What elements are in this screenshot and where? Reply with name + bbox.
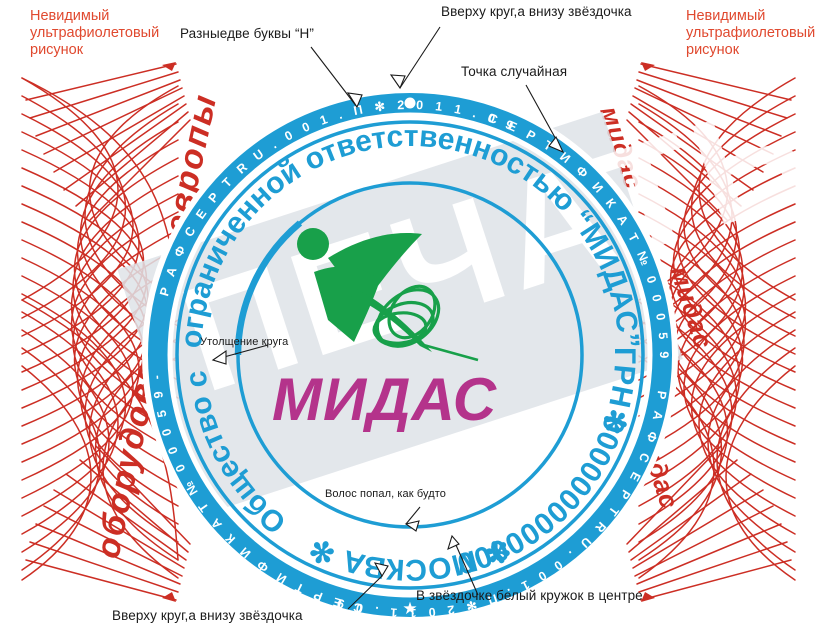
stamp-ring-thin-outer: [175, 120, 645, 590]
logo-swoosh: [419, 342, 479, 362]
uv-guilloche-right-top: [626, 63, 792, 221]
band-bottom-star: ★: [402, 599, 417, 619]
midas-logo: [297, 228, 479, 362]
uv-guilloche-right-bottom: [626, 445, 792, 601]
logo-head-dot: [297, 228, 329, 260]
annotation-random-dot: Точка случайная: [461, 64, 568, 79]
uv-guilloche-left: [21, 77, 179, 581]
annotation-circle-top-star-bottom-bottom: Вверху круг,а внизу звёздочка: [112, 608, 303, 623]
annotation-white-dot-in-star: В звёздочке белый кружок в центре: [416, 588, 643, 603]
stamp-center-name: МИДАС: [272, 366, 498, 433]
annotation-hair-got-in: Волос попал, как будто: [325, 488, 446, 500]
annotation-two-letters-n: Разныедве буквы “Н”: [180, 26, 314, 41]
annotation-uv-top-right: Невидимый ультрафиолетовый рисунок: [686, 8, 816, 58]
random-dot-mark: [570, 158, 578, 166]
uv-guilloche-left-top: [25, 63, 191, 221]
band-top-white-dot: [404, 97, 416, 109]
annotation-uv-top-left: Невидимый ультрафиолетовый рисунок: [30, 8, 160, 58]
uv-guilloche-left-bottom: [25, 445, 191, 601]
stamp-band-separator-outer: [167, 112, 653, 598]
annotation-circle-top-star-bottom-top: Вверху круг,а внизу звёздочка: [441, 4, 632, 19]
uv-pattern-arrowheads: [162, 62, 655, 602]
uv-guilloche-right: [638, 77, 796, 581]
annotation-arrowheads: [211, 74, 565, 578]
stamp-ring-thickening: [234, 220, 303, 356]
stamp-band-separator-rim: [142, 87, 678, 623]
logo-globe: [372, 284, 441, 348]
annotation-circle-thickening: Утолщение круга: [200, 336, 289, 348]
logo-lower-wing: [314, 266, 380, 342]
